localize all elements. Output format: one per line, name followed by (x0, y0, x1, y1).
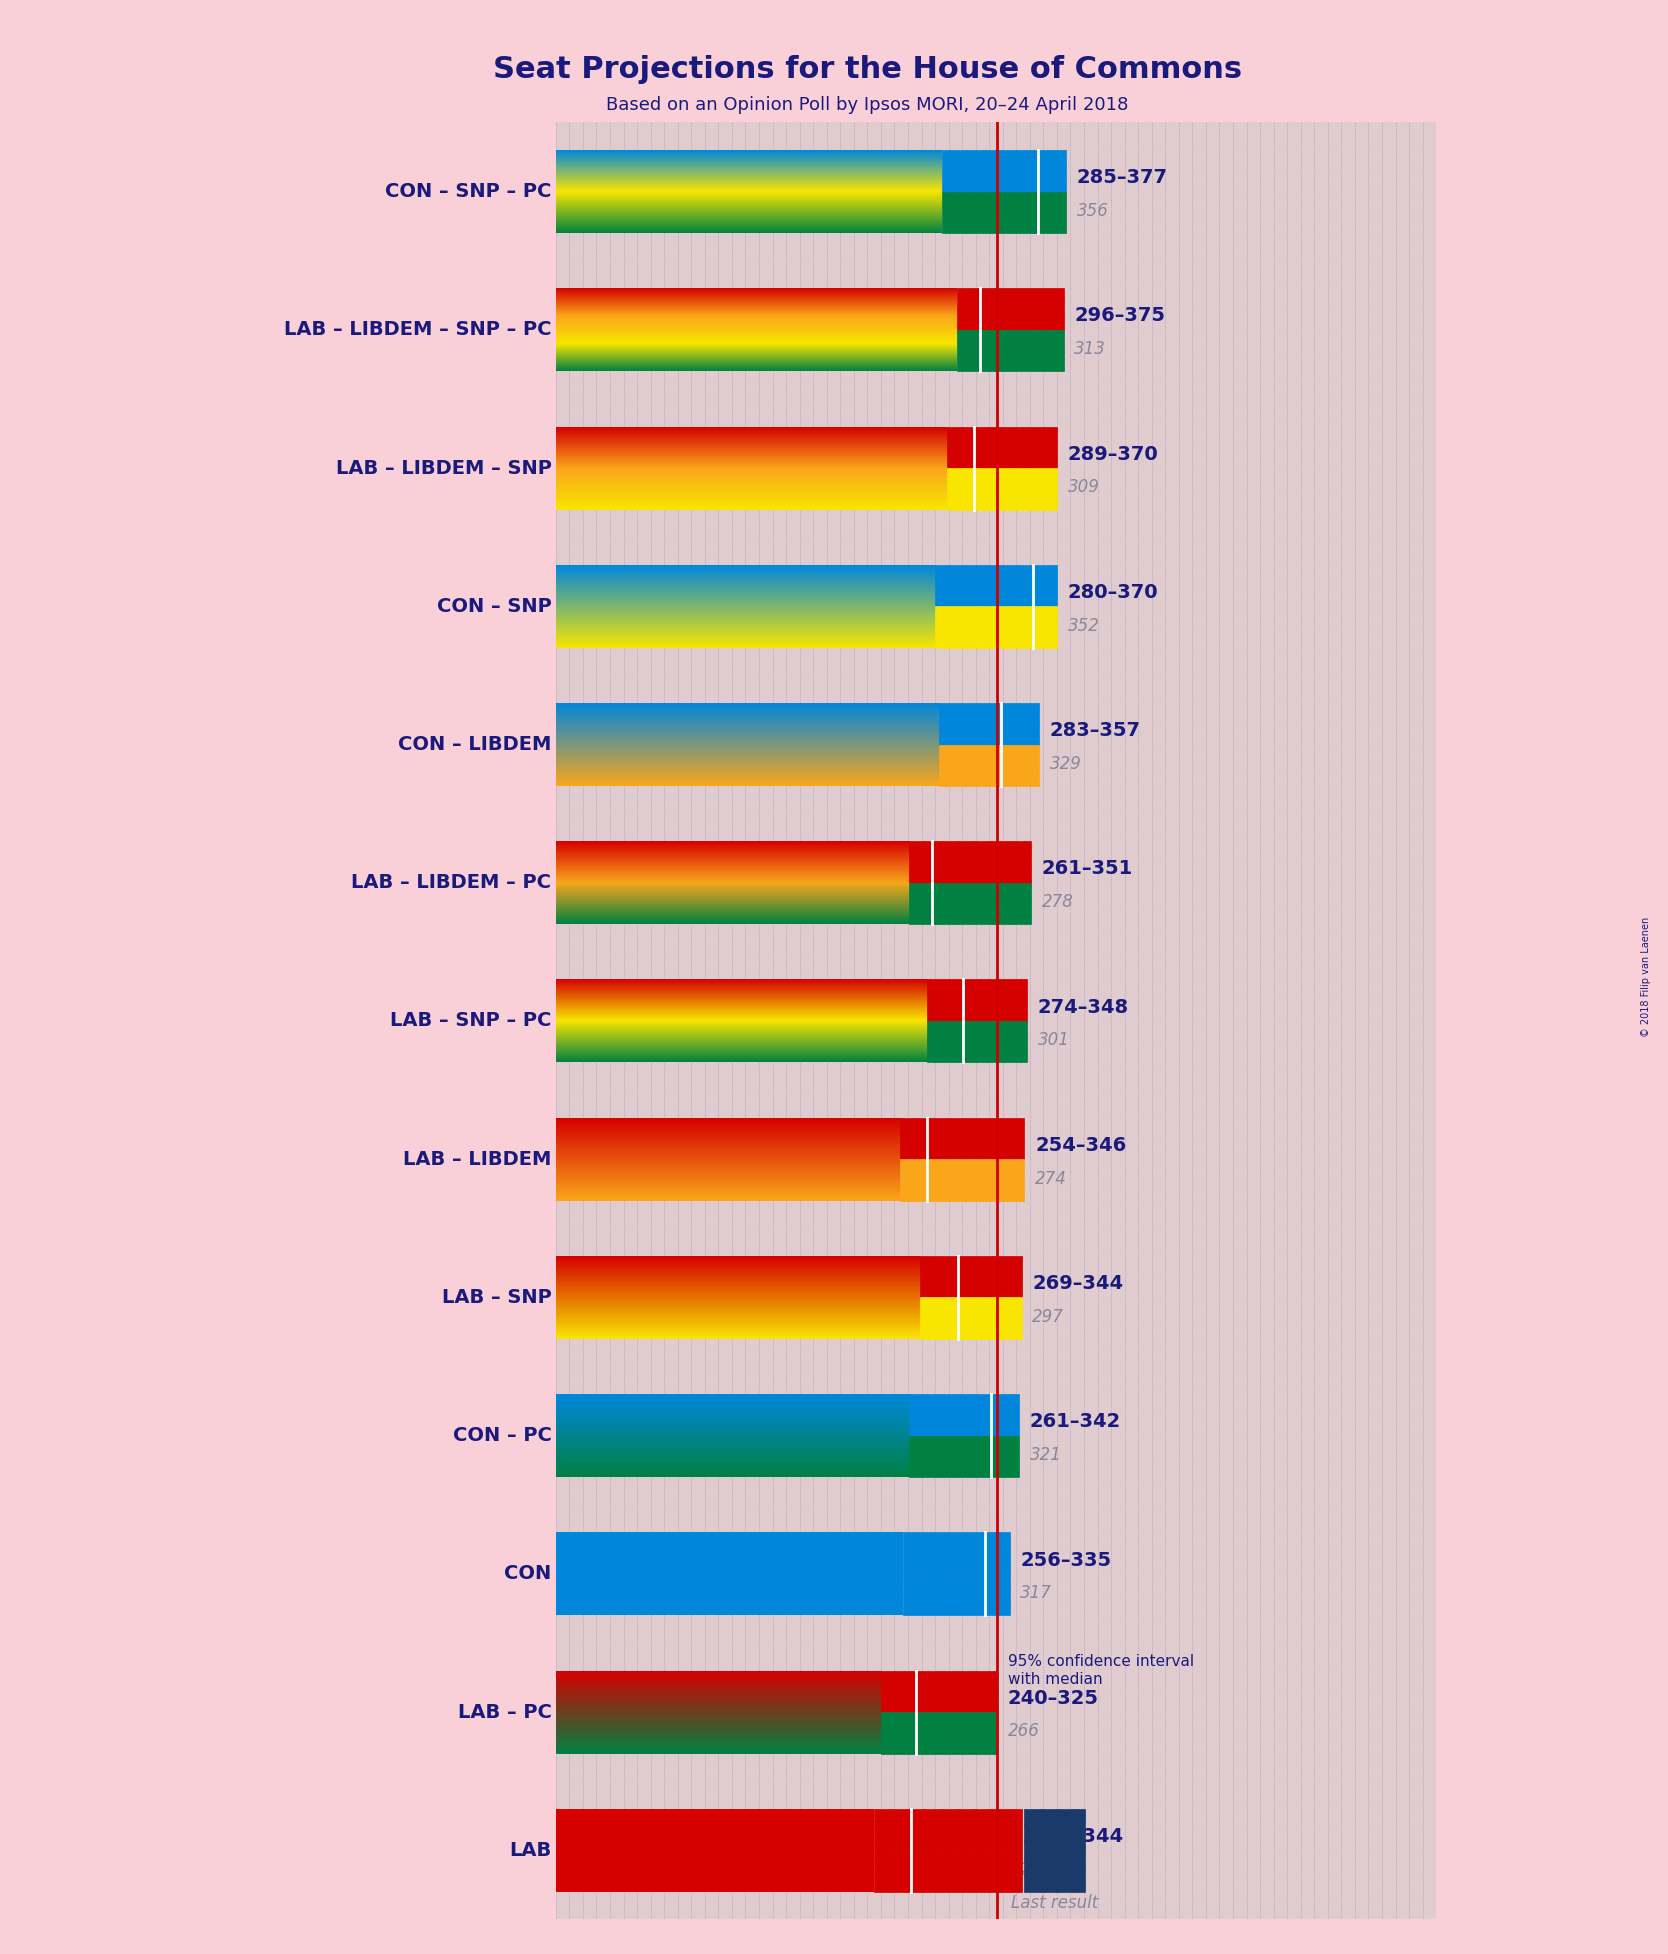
Text: 266: 266 (1007, 1723, 1039, 1741)
Text: CON – SNP – PC: CON – SNP – PC (385, 182, 552, 201)
Text: 321: 321 (1029, 1446, 1061, 1464)
Bar (902, 1573, 1009, 1616)
Bar (881, 1671, 996, 1712)
Text: 240–325: 240–325 (1007, 1688, 1099, 1708)
Bar (555, 676, 1436, 813)
Text: LAB – LIBDEM – SNP – PC: LAB – LIBDEM – SNP – PC (284, 320, 552, 340)
Bar (555, 1782, 1436, 1919)
Bar (555, 399, 1436, 537)
Bar (957, 330, 1064, 371)
Text: LAB – LIBDEM: LAB – LIBDEM (404, 1149, 552, 1168)
Bar (555, 123, 1436, 260)
Text: 329: 329 (1049, 754, 1083, 774)
Text: 313: 313 (1074, 340, 1106, 358)
Text: 309: 309 (1068, 479, 1099, 496)
Text: 261–342: 261–342 (1029, 1413, 1121, 1432)
Text: © 2018 Filip van Laenen: © 2018 Filip van Laenen (1641, 916, 1651, 1038)
Bar (555, 1229, 1436, 1366)
Bar (909, 1395, 1019, 1436)
Bar (942, 150, 1066, 191)
Bar (947, 469, 1058, 510)
Text: LAB: LAB (509, 1841, 552, 1860)
Bar (909, 1436, 1019, 1477)
Bar (909, 842, 1031, 883)
Text: CON – PC: CON – PC (452, 1426, 552, 1446)
Bar (1024, 1809, 1086, 1850)
Text: 262: 262 (1019, 1860, 1053, 1878)
Bar (927, 1020, 1027, 1063)
Text: 256–335: 256–335 (1021, 1551, 1111, 1569)
Text: 95% confidence interval
with median: 95% confidence interval with median (1007, 1655, 1194, 1686)
Bar (555, 952, 1436, 1090)
Bar (942, 191, 1066, 233)
Bar (555, 260, 1436, 399)
Text: 254–346: 254–346 (1036, 1135, 1126, 1155)
Text: 262: 262 (1032, 1860, 1064, 1878)
Text: 278: 278 (1042, 893, 1074, 911)
Bar (957, 289, 1064, 330)
Bar (927, 979, 1027, 1020)
Text: 274: 274 (1036, 1170, 1068, 1188)
Text: Based on an Opinion Poll by Ipsos MORI, 20–24 April 2018: Based on an Opinion Poll by Ipsos MORI, … (605, 96, 1129, 113)
Text: 261–351: 261–351 (1042, 860, 1133, 879)
Text: 235–344: 235–344 (1032, 1827, 1124, 1847)
Bar (939, 703, 1039, 744)
Bar (899, 1118, 1024, 1159)
Text: 269–344: 269–344 (1032, 1274, 1124, 1294)
Text: LAB – SNP: LAB – SNP (442, 1288, 552, 1307)
Bar (555, 1532, 902, 1616)
Text: LAB – LIBDEM – SNP: LAB – LIBDEM – SNP (335, 459, 552, 477)
Text: LAB – LIBDEM – PC: LAB – LIBDEM – PC (352, 873, 552, 893)
Text: CON – SNP: CON – SNP (437, 596, 552, 616)
Text: 283–357: 283–357 (1049, 721, 1141, 741)
Bar (947, 426, 1058, 469)
Bar (936, 565, 1058, 606)
Bar (555, 1090, 1436, 1229)
Text: Last result: Last result (1011, 1893, 1099, 1911)
Bar (881, 1712, 996, 1753)
Text: 296–375: 296–375 (1074, 307, 1166, 326)
Text: CON: CON (504, 1565, 552, 1583)
Bar (1024, 1850, 1086, 1891)
Bar (921, 1297, 1022, 1338)
Bar (555, 1809, 874, 1891)
Bar (555, 1643, 1436, 1782)
Text: Seat Projections for the House of Commons: Seat Projections for the House of Common… (492, 55, 1243, 84)
Text: 356: 356 (1078, 201, 1109, 221)
Text: CON – LIBDEM: CON – LIBDEM (399, 735, 552, 754)
Bar (555, 1505, 1436, 1643)
Bar (921, 1256, 1022, 1297)
Bar (902, 1532, 1009, 1573)
Text: 289–370: 289–370 (1068, 446, 1158, 463)
Text: 297: 297 (1032, 1307, 1064, 1325)
Text: 280–370: 280–370 (1068, 582, 1158, 602)
Bar (555, 537, 1436, 676)
Text: 301: 301 (1037, 1032, 1069, 1049)
Text: 274–348: 274–348 (1037, 998, 1129, 1016)
Bar (936, 606, 1058, 647)
Text: 317: 317 (1021, 1585, 1053, 1602)
Bar (555, 813, 1436, 952)
Bar (899, 1159, 1024, 1200)
Bar (874, 1850, 1022, 1891)
Bar (939, 744, 1039, 786)
Bar (555, 1366, 1436, 1505)
Bar (874, 1809, 1022, 1850)
Text: 352: 352 (1068, 617, 1099, 635)
Text: LAB – PC: LAB – PC (457, 1702, 552, 1721)
Text: 285–377: 285–377 (1078, 168, 1168, 188)
Bar (909, 883, 1031, 924)
Text: LAB – SNP – PC: LAB – SNP – PC (390, 1012, 552, 1030)
